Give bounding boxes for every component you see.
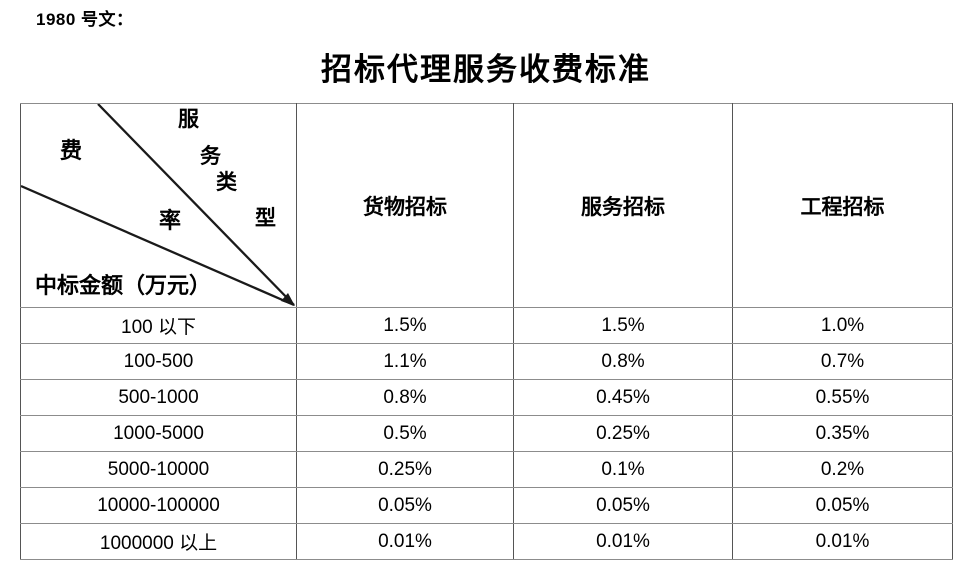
row-range-cell: 100 以下 [20, 307, 297, 344]
fee-cell: 0.05% [513, 487, 733, 524]
column-header-goods: 货物招标 [296, 103, 514, 308]
fee-cell: 0.01% [732, 523, 953, 560]
fee-cell: 1.5% [513, 307, 733, 344]
table-row: 500-1000 0.8% 0.45% 0.55% [20, 379, 953, 416]
table-header-row: 服 务 类 型 费 率 中标金额（万元） 货物招标 服务招标 工程招标 [20, 103, 953, 308]
doc-number-label: 1980 号文： [36, 10, 134, 29]
fee-cell: 0.01% [513, 523, 733, 560]
fee-cell: 0.05% [732, 487, 953, 524]
fee-cell: 1.0% [732, 307, 953, 344]
table-row: 5000-10000 0.25% 0.1% 0.2% [20, 451, 953, 488]
corner-fee-rate-char: 费 [60, 138, 83, 163]
fee-cell: 1.5% [296, 307, 514, 344]
column-header-service: 服务招标 [513, 103, 733, 308]
fee-standard-table: 服 务 类 型 费 率 中标金额（万元） 货物招标 服务招标 工程招标 100 … [20, 103, 953, 560]
fee-cell: 0.8% [513, 343, 733, 380]
row-range-cell: 1000-5000 [20, 415, 297, 452]
fee-cell: 0.2% [732, 451, 953, 488]
table-row: 1000-5000 0.5% 0.25% 0.35% [20, 415, 953, 452]
fee-cell: 0.7% [732, 343, 953, 380]
table-row: 100-500 1.1% 0.8% 0.7% [20, 343, 953, 380]
diagonal-lines [21, 104, 295, 307]
row-range-cell: 500-1000 [20, 379, 297, 416]
corner-service-type-char: 类 [216, 170, 237, 194]
fee-cell: 1.1% [296, 343, 514, 380]
corner-service-type-char: 务 [200, 144, 221, 168]
row-range-cell: 1000000 以上 [20, 523, 297, 560]
column-header-engineering: 工程招标 [732, 103, 953, 308]
table-row: 100 以下 1.5% 1.5% 1.0% [20, 307, 953, 344]
fee-cell: 0.55% [732, 379, 953, 416]
fee-cell: 0.35% [732, 415, 953, 452]
fee-cell: 0.45% [513, 379, 733, 416]
fee-cell: 0.25% [513, 415, 733, 452]
table-row: 1000000 以上 0.01% 0.01% 0.01% [20, 523, 953, 560]
page-title: 招标代理服务收费标准 [321, 52, 651, 87]
row-range-cell: 100-500 [20, 343, 297, 380]
fee-cell: 0.01% [296, 523, 514, 560]
diagonal-split-header: 服 务 类 型 费 率 中标金额（万元） [21, 104, 297, 307]
corner-service-type-char: 型 [255, 206, 276, 230]
row-range-cell: 5000-10000 [20, 451, 297, 488]
row-range-cell: 10000-100000 [20, 487, 297, 524]
table-row: 10000-100000 0.05% 0.05% 0.05% [20, 487, 953, 524]
corner-service-type-char: 服 [178, 107, 199, 131]
fee-cell: 0.25% [296, 451, 514, 488]
fee-cell: 0.1% [513, 451, 733, 488]
fee-cell: 0.5% [296, 415, 514, 452]
fee-cell: 0.05% [296, 487, 514, 524]
corner-amount-label: 中标金额（万元） [35, 273, 212, 298]
table-corner-cell: 服 务 类 型 费 率 中标金额（万元） [20, 103, 297, 308]
corner-fee-rate-char: 率 [159, 208, 182, 233]
fee-cell: 0.8% [296, 379, 514, 416]
arrowhead-icon [281, 293, 295, 306]
